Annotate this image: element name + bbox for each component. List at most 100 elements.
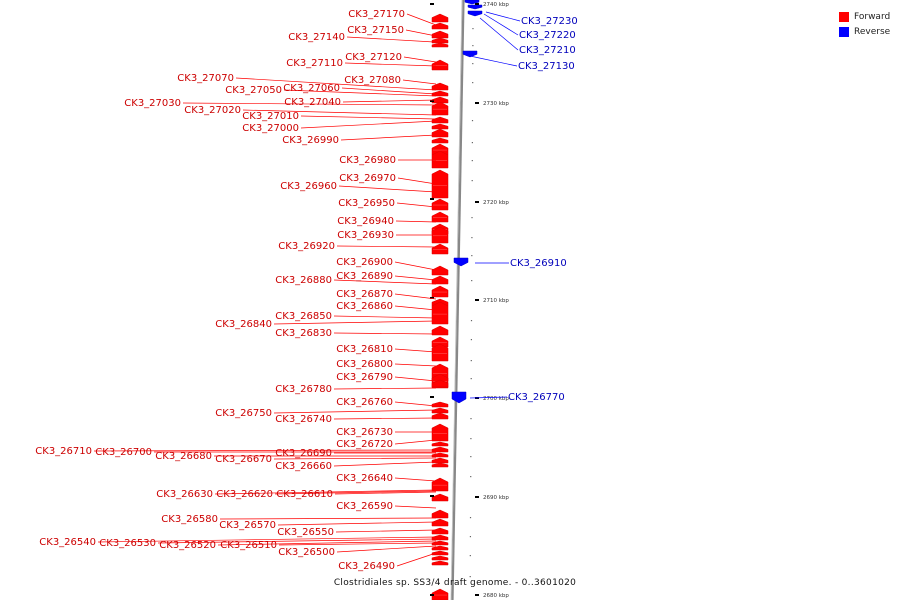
forward-gene-label[interactable]: CK3_26830 xyxy=(275,328,332,339)
forward-gene-label[interactable]: CK3_26930 xyxy=(337,230,394,241)
forward-gene-label[interactable]: CK3_26850 xyxy=(275,311,332,322)
forward-gene-label[interactable]: CK3_27040 xyxy=(284,97,341,108)
forward-gene-shape[interactable] xyxy=(431,588,449,600)
forward-gene-label[interactable]: CK3_26760 xyxy=(336,397,393,408)
forward-gene-label[interactable]: CK3_26870 xyxy=(336,289,393,300)
forward-gene-shape[interactable] xyxy=(431,560,449,566)
forward-gene-shape[interactable] xyxy=(431,90,449,97)
forward-gene-label[interactable]: CK3_26860 xyxy=(336,301,393,312)
forward-gene-shape[interactable] xyxy=(431,412,449,420)
forward-gene-label[interactable]: CK3_26890 xyxy=(336,271,393,282)
forward-gene-label[interactable]: CK3_26800 xyxy=(336,359,393,370)
forward-gene-shape[interactable] xyxy=(431,226,449,244)
forward-gene-label[interactable]: CK3_26610 xyxy=(276,489,333,500)
forward-gene-shape[interactable] xyxy=(431,527,449,535)
reverse-gene-label[interactable]: CK3_27210 xyxy=(519,45,576,56)
forward-gene-label[interactable]: CK3_26950 xyxy=(338,198,395,209)
forward-gene-label[interactable]: CK3_27010 xyxy=(242,111,299,122)
forward-gene-label[interactable]: CK3_26840 xyxy=(215,319,272,330)
forward-gene-label[interactable]: CK3_26700 xyxy=(95,447,152,458)
forward-gene-label[interactable]: CK3_26530 xyxy=(99,538,156,549)
forward-gene-shape[interactable] xyxy=(431,198,449,211)
reverse-gene-label[interactable]: CK3_26910 xyxy=(510,258,567,269)
forward-gene-shape[interactable] xyxy=(431,82,449,91)
reverse-gene-label[interactable]: CK3_26770 xyxy=(508,392,565,403)
forward-gene-shape[interactable] xyxy=(431,534,449,541)
forward-gene-shape[interactable] xyxy=(431,407,449,414)
forward-gene-shape[interactable] xyxy=(431,441,449,447)
forward-gene-label[interactable]: CK3_26940 xyxy=(337,216,394,227)
forward-gene-shape[interactable] xyxy=(431,509,449,519)
forward-gene-label[interactable]: CK3_27050 xyxy=(225,85,282,96)
forward-gene-shape[interactable] xyxy=(431,477,449,492)
forward-gene-label[interactable]: CK3_26900 xyxy=(336,257,393,268)
forward-gene-shape[interactable] xyxy=(431,457,449,464)
forward-gene-shape[interactable] xyxy=(431,211,449,223)
forward-gene-label[interactable]: CK3_26790 xyxy=(336,372,393,383)
forward-gene-shape[interactable] xyxy=(431,555,449,561)
forward-gene-label[interactable]: CK3_26640 xyxy=(336,473,393,484)
forward-gene-label[interactable]: CK3_26500 xyxy=(278,547,335,558)
forward-gene-shape[interactable] xyxy=(431,137,449,144)
forward-gene-shape[interactable] xyxy=(431,265,449,276)
forward-gene-shape[interactable] xyxy=(431,343,449,362)
forward-gene-shape[interactable] xyxy=(431,379,449,388)
forward-gene-label[interactable]: CK3_27110 xyxy=(286,58,343,69)
forward-gene-label[interactable]: CK3_26710 xyxy=(35,446,92,457)
reverse-gene-label[interactable]: CK3_27130 xyxy=(518,61,575,72)
forward-gene-label[interactable]: CK3_26490 xyxy=(338,561,395,572)
forward-gene-shape[interactable] xyxy=(431,462,449,468)
forward-gene-label[interactable]: CK3_27060 xyxy=(283,83,340,94)
forward-gene-label[interactable]: CK3_26990 xyxy=(282,135,339,146)
forward-gene-label[interactable]: CK3_26730 xyxy=(336,427,393,438)
forward-gene-label[interactable]: CK3_26720 xyxy=(336,439,393,450)
forward-gene-shape[interactable] xyxy=(431,59,449,71)
forward-gene-label[interactable]: CK3_26630 xyxy=(156,489,213,500)
forward-gene-shape[interactable] xyxy=(431,446,449,453)
forward-gene-label[interactable]: CK3_26880 xyxy=(275,275,332,286)
forward-gene-label[interactable]: CK3_26660 xyxy=(275,461,332,472)
forward-gene-label[interactable]: CK3_26680 xyxy=(155,451,212,462)
forward-gene-shape[interactable] xyxy=(431,37,449,44)
reverse-gene-label[interactable]: CK3_27220 xyxy=(519,30,576,41)
forward-gene-label[interactable]: CK3_27080 xyxy=(344,75,401,86)
reverse-gene-label[interactable]: CK3_27230 xyxy=(521,16,578,27)
forward-gene-shape[interactable] xyxy=(431,423,449,442)
forward-gene-label[interactable]: CK3_26520 xyxy=(159,540,216,551)
forward-gene-label[interactable]: CK3_27120 xyxy=(345,52,402,63)
forward-gene-shape[interactable] xyxy=(431,101,449,116)
forward-gene-shape[interactable] xyxy=(431,243,449,255)
forward-gene-label[interactable]: CK3_26780 xyxy=(275,384,332,395)
forward-gene-label[interactable]: CK3_26970 xyxy=(339,173,396,184)
forward-gene-label[interactable]: CK3_26550 xyxy=(277,527,334,538)
forward-gene-label[interactable]: CK3_26740 xyxy=(275,414,332,425)
forward-gene-label[interactable]: CK3_26920 xyxy=(278,241,335,252)
forward-gene-shape[interactable] xyxy=(431,550,449,556)
forward-gene-label[interactable]: CK3_26620 xyxy=(216,489,273,500)
forward-gene-shape[interactable] xyxy=(431,123,449,130)
forward-gene-label[interactable]: CK3_26980 xyxy=(339,155,396,166)
forward-gene-label[interactable]: CK3_26570 xyxy=(219,520,276,531)
reverse-gene-shape[interactable] xyxy=(453,257,469,267)
forward-gene-label[interactable]: CK3_27070 xyxy=(177,73,234,84)
forward-gene-label[interactable]: CK3_27030 xyxy=(124,98,181,109)
forward-gene-shape[interactable] xyxy=(431,452,449,458)
forward-gene-shape[interactable] xyxy=(431,116,449,124)
reverse-gene-shape[interactable] xyxy=(467,4,483,10)
forward-gene-shape[interactable] xyxy=(431,30,449,39)
forward-gene-label[interactable]: CK3_26580 xyxy=(161,514,218,525)
forward-gene-shape[interactable] xyxy=(431,493,449,502)
forward-gene-label[interactable]: CK3_26810 xyxy=(336,344,393,355)
forward-gene-shape[interactable] xyxy=(431,42,449,48)
forward-gene-label[interactable]: CK3_27150 xyxy=(347,25,404,36)
forward-gene-label[interactable]: CK3_26750 xyxy=(215,408,272,419)
reverse-gene-shape[interactable] xyxy=(467,10,483,17)
forward-gene-shape[interactable] xyxy=(431,150,449,169)
forward-gene-shape[interactable] xyxy=(431,285,449,298)
forward-gene-shape[interactable] xyxy=(431,22,449,30)
forward-gene-label[interactable]: CK3_27000 xyxy=(242,123,299,134)
forward-gene-label[interactable]: CK3_26960 xyxy=(280,181,337,192)
forward-gene-label[interactable]: CK3_26690 xyxy=(275,448,332,459)
forward-gene-shape[interactable] xyxy=(431,128,449,138)
forward-gene-label[interactable]: CK3_26590 xyxy=(336,501,393,512)
